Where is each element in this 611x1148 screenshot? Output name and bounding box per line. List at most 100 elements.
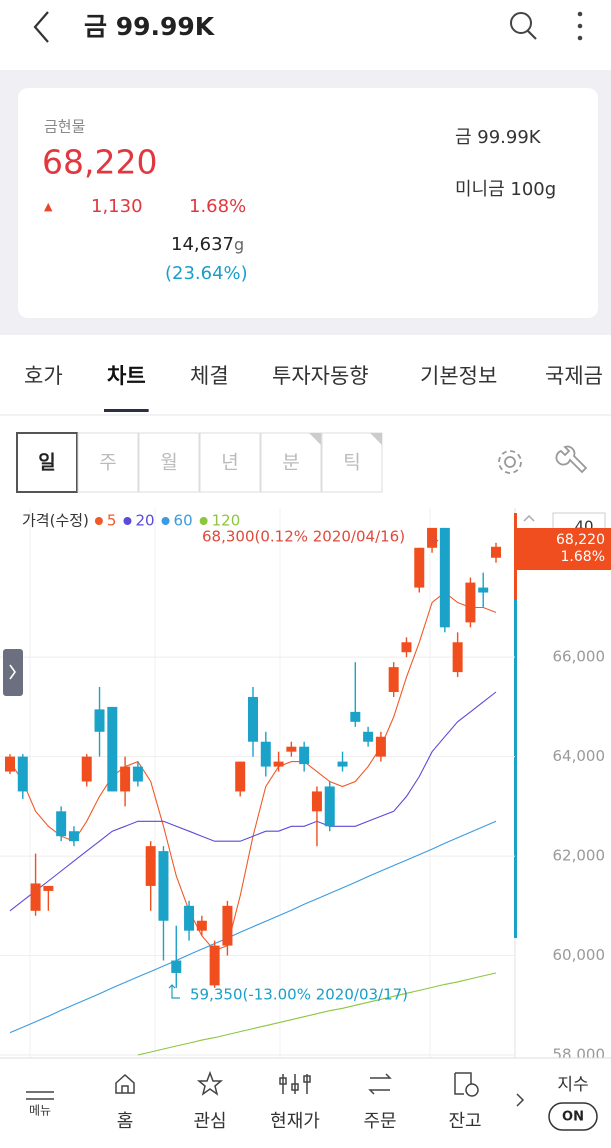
scroll-up[interactable] [523, 514, 535, 522]
tab[interactable]: 체결 [190, 364, 229, 388]
candle-body [43, 885, 54, 891]
candle-body [299, 746, 310, 765]
nav-label[interactable]: 관심 [193, 1111, 226, 1132]
index-label[interactable]: 지수 [557, 1075, 588, 1095]
candle-body [273, 761, 284, 767]
candle-body [209, 945, 220, 986]
price-tag-rate: 1.68% [561, 549, 605, 565]
quote-label: 금현물 [44, 118, 85, 136]
settings-button[interactable] [498, 450, 522, 474]
low-pointer [168, 984, 180, 999]
candle-body [68, 831, 79, 842]
ma-line [9, 820, 497, 1034]
legend-dot [123, 517, 132, 525]
period-corner [370, 433, 382, 445]
candle-body [235, 761, 246, 792]
candle-body [5, 756, 15, 772]
legend-dot [199, 517, 208, 525]
period-button[interactable] [199, 432, 261, 493]
candle-body [439, 527, 450, 628]
volume-unit: g [234, 235, 244, 254]
nav-label[interactable]: 주문 [363, 1111, 396, 1132]
side-handle-arrow [9, 664, 16, 680]
candle-body [375, 736, 386, 757]
quote-change: 1,130 [91, 196, 143, 217]
side-handle[interactable] [3, 649, 23, 696]
y-tick-label: 60,000 [553, 946, 606, 964]
candle-body [491, 546, 501, 558]
period-label: 년 [221, 452, 238, 474]
bottom-nav: 메뉴홈 관심 현재가 주문 잔고 지수 ON [0, 1057, 611, 1148]
tab[interactable]: 차트 [107, 364, 146, 388]
candle-body [427, 527, 438, 548]
header-bar [0, 0, 611, 70]
page-title: 금 99.99K [84, 12, 216, 41]
candle-body [452, 642, 463, 673]
more-button[interactable] [577, 11, 583, 41]
y-tick-label: 64,000 [553, 747, 606, 765]
candle-body [30, 883, 41, 911]
candle-body [94, 709, 105, 732]
back-button[interactable] [33, 11, 49, 43]
legend-label: 5 [107, 512, 117, 530]
index-toggle[interactable] [548, 1102, 598, 1131]
ma-line [137, 972, 497, 1056]
period-button[interactable] [16, 432, 78, 493]
candle-body [196, 920, 207, 931]
y-tick-label: 66,000 [553, 648, 606, 666]
range-indicator [514, 600, 517, 938]
period-button[interactable] [260, 432, 322, 493]
period-button[interactable] [77, 432, 139, 493]
nav-label[interactable]: 잔고 [448, 1111, 481, 1132]
candle-body [107, 706, 118, 792]
candle-body [17, 756, 28, 792]
product-name[interactable]: 금 99.99K [455, 127, 542, 148]
tab[interactable]: 호가 [24, 364, 63, 388]
period-label: 틱 [343, 452, 360, 474]
tab[interactable]: 투자자동향 [272, 364, 369, 388]
candle-body [401, 642, 412, 653]
candle-body [260, 741, 271, 767]
nav-label[interactable]: 현재가 [270, 1111, 320, 1132]
candle-body [388, 667, 399, 692]
candle-body [222, 905, 233, 946]
period-label: 월 [160, 452, 177, 474]
product-name[interactable]: 미니금 100g [455, 179, 556, 200]
candle-body [465, 582, 476, 623]
low-annotation: 59,350(-13.00% 2020/03/17) [190, 986, 408, 1004]
candle-body [414, 547, 425, 588]
candle-body [478, 587, 489, 593]
legend-label: 60 [174, 512, 193, 530]
nav-label[interactable]: 메뉴 [29, 1104, 51, 1118]
legend-title: 가격(수정) [22, 512, 89, 530]
tab-underline [104, 409, 149, 412]
period-label: 일 [38, 452, 55, 474]
quote-change-rate: 1.68% [189, 196, 246, 217]
legend-dot [94, 517, 103, 525]
candle-body [248, 696, 258, 742]
candle-body [81, 756, 92, 782]
tool-button[interactable] [555, 445, 588, 474]
candle-body [145, 846, 156, 886]
period-label: 주 [99, 452, 116, 474]
tab[interactable]: 국제금 [545, 364, 603, 388]
period-button[interactable] [138, 432, 200, 493]
index-toggle-label: ON [562, 1110, 584, 1125]
candle-body [286, 746, 297, 752]
nav-icons [26, 1070, 525, 1107]
period-corner [309, 433, 321, 445]
tab[interactable]: 기본정보 [420, 364, 497, 388]
period-button[interactable] [321, 432, 383, 493]
candle-body [171, 960, 182, 973]
volume-value: 14,637 [171, 234, 234, 255]
high-annotation: 68,300(0.12% 2020/04/16) [202, 528, 405, 546]
nav-label[interactable]: 홈 [117, 1111, 134, 1132]
candle-body [363, 731, 374, 742]
candle-body [132, 766, 143, 782]
search-button[interactable] [510, 12, 537, 40]
ma-line [9, 691, 497, 912]
quote-volume-rate: (23.64%) [165, 263, 248, 284]
candle-body [120, 766, 131, 792]
